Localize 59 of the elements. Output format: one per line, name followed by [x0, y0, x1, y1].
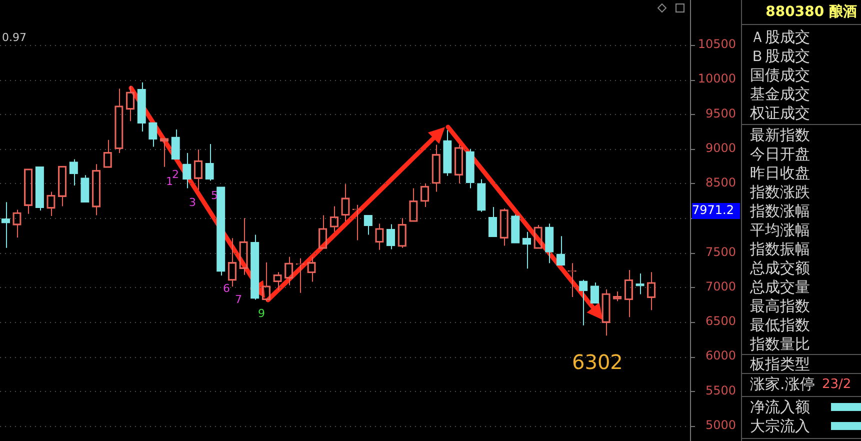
candlestick — [1, 202, 10, 248]
text: 总成交量 — [750, 278, 810, 297]
candlestick — [636, 272, 644, 295]
candlestick — [137, 82, 146, 132]
annotation: 1 — [166, 174, 173, 188]
text: 国债成交 — [750, 66, 810, 85]
annotation: 6 — [223, 282, 230, 295]
candlestick — [443, 130, 452, 176]
text: 880380 酿酒 — [766, 3, 857, 22]
y-tick-label: 7500 — [705, 244, 736, 259]
text: 涨家.涨停 — [750, 375, 815, 394]
annotation: 7 — [235, 292, 242, 306]
text: 最新指数 — [750, 126, 810, 145]
text: 指数涨幅 — [750, 202, 810, 221]
y-tick-label: 6500 — [705, 314, 736, 328]
annotation: 0.97 — [2, 30, 26, 44]
text: Ａ股成交 — [750, 28, 810, 47]
annotation: 9 — [258, 306, 265, 320]
candlestick — [216, 186, 226, 276]
candlestick — [148, 122, 158, 148]
annotation: 2 — [172, 168, 179, 181]
candlestick — [466, 148, 474, 189]
y-tick-label: 5000 — [705, 418, 736, 432]
text: 净流入额 — [750, 398, 810, 417]
text: 昨日收盘 — [750, 164, 810, 183]
candlestick — [80, 174, 90, 202]
candlestick — [171, 128, 180, 160]
text: 7971.2 — [692, 203, 734, 218]
text: 指数振幅 — [750, 240, 810, 259]
y-tick-label: 9500 — [705, 106, 736, 120]
text: 今日开盘 — [750, 145, 810, 164]
candlestick — [386, 224, 396, 250]
text: 最低指数 — [750, 316, 810, 335]
candlestick — [545, 223, 554, 264]
text: 大宗流入 — [750, 417, 810, 436]
text: 23/2 — [822, 376, 852, 394]
candlestick — [205, 144, 214, 182]
y-tick-label: 6000 — [705, 348, 736, 363]
text: Ｂ股成交 — [750, 47, 810, 66]
annotation: 6302 — [572, 350, 623, 374]
candlestick — [35, 166, 44, 211]
y-tick-label: 10000 — [698, 72, 736, 86]
text: 最高指数 — [750, 297, 810, 316]
text: 指数量比 — [750, 335, 810, 354]
annotation: 3 — [189, 196, 196, 209]
y-tick-label: 9000 — [705, 140, 736, 155]
text: 权证成交 — [750, 104, 810, 123]
candlestick — [488, 206, 498, 238]
candlestick — [250, 234, 260, 300]
y-tick-label: 10500 — [698, 37, 736, 52]
text: 指数涨跌 — [750, 183, 810, 202]
text: 总成交额 — [750, 259, 810, 278]
text: 平均涨幅 — [750, 221, 810, 240]
candlestick — [182, 152, 192, 189]
y-tick-label: 5500 — [705, 383, 736, 398]
y-tick-label: 8500 — [705, 176, 736, 190]
y-tick-label: 7000 — [705, 279, 736, 294]
text: 基金成交 — [750, 85, 810, 104]
text: 板指类型 — [750, 355, 810, 374]
